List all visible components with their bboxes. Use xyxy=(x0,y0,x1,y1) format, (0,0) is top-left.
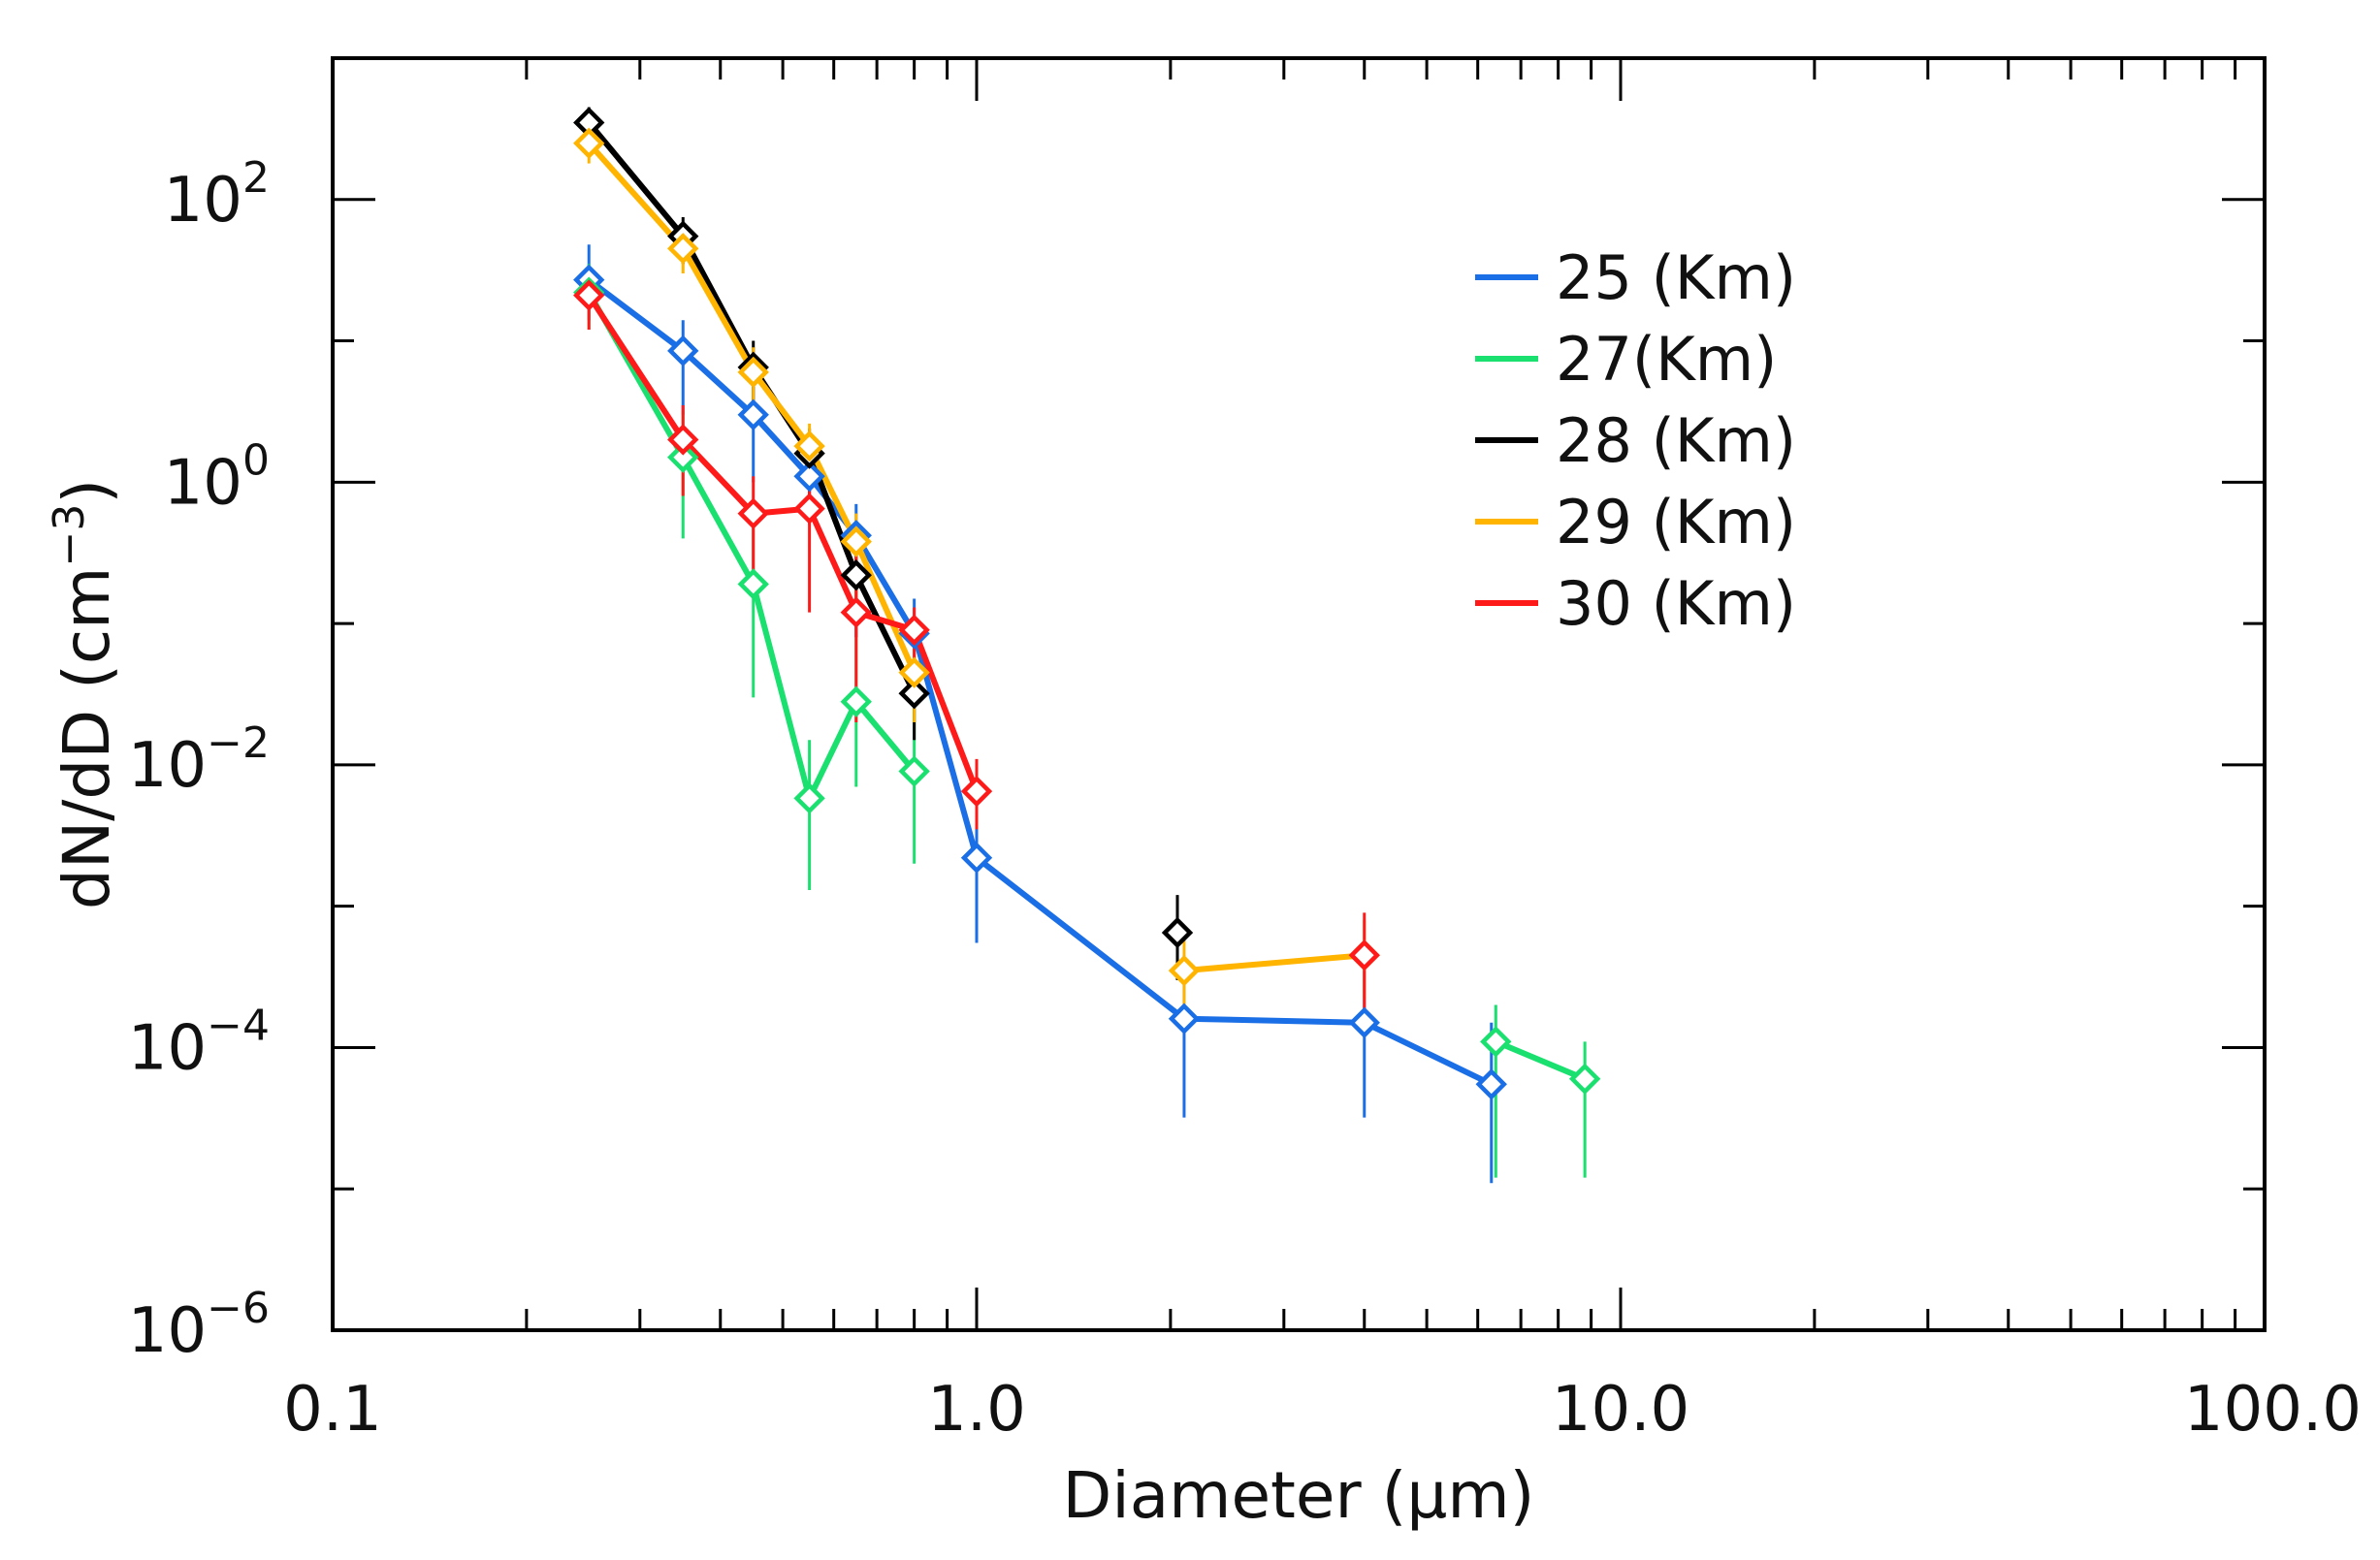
y-axis-label: dN/dD (cm−3) xyxy=(45,479,124,909)
series-25-km-marker xyxy=(960,842,993,874)
y-tick-label-exponent: −2 xyxy=(207,718,270,768)
series-27-km-marker xyxy=(840,685,872,717)
series-27-km-marker xyxy=(898,755,930,787)
y-tick-label-exponent: 0 xyxy=(242,435,270,485)
series-29-km-marker xyxy=(667,233,699,265)
series-markers xyxy=(573,107,1601,1100)
series-30-km-marker xyxy=(793,493,825,525)
series-28-km-marker xyxy=(898,678,930,710)
series-30-km-marker xyxy=(960,775,993,808)
series-25-km-marker xyxy=(737,398,769,430)
series-29-km-marker xyxy=(1168,954,1201,987)
series-29-km-marker xyxy=(898,656,930,688)
y-axis-label-close: ) xyxy=(49,479,124,504)
legend-label: 27(Km) xyxy=(1556,324,1777,395)
series-29-km-line xyxy=(586,141,917,674)
series-25-km-marker xyxy=(1348,1006,1380,1038)
series-lines xyxy=(586,120,1587,1087)
x-tick-label: 10.0 xyxy=(1552,1374,1690,1446)
legend-label: 28 (Km) xyxy=(1556,405,1796,476)
y-tick-label: 10−2 xyxy=(128,718,270,802)
y-tick-label-base: 10 xyxy=(128,1295,207,1367)
series-30-km-marker xyxy=(573,279,605,311)
legend-label: 25 (Km) xyxy=(1556,242,1796,313)
y-tick-label: 10−6 xyxy=(128,1284,270,1367)
series-27-km-marker xyxy=(793,782,825,814)
series-27-km-line xyxy=(1495,1038,1587,1082)
y-tick-label-base: 10 xyxy=(164,165,242,237)
x-tick-label: 0.1 xyxy=(283,1374,382,1446)
series-25-km-line xyxy=(587,277,1494,1087)
legend-label: 30 (Km) xyxy=(1556,568,1796,639)
series-28-km-marker xyxy=(840,559,872,591)
x-tick-label: 1.0 xyxy=(927,1374,1026,1446)
series-30-km-marker xyxy=(840,596,872,628)
series-30-km-marker xyxy=(1348,939,1380,971)
series-30-km-marker xyxy=(667,424,699,456)
x-axis-label: Diameter (μm) xyxy=(1063,1458,1535,1533)
y-tick-label: 10−4 xyxy=(128,1001,270,1084)
series-28-km-marker xyxy=(1161,916,1194,949)
series-30-km-line xyxy=(586,293,980,793)
series-25-km-marker xyxy=(793,461,825,493)
series-27-km-marker xyxy=(667,441,699,473)
plot-frame xyxy=(331,56,2267,1332)
y-tick-label-exponent: 2 xyxy=(242,153,270,203)
series-29-km-marker xyxy=(573,127,605,159)
y-tick-label-base: 10 xyxy=(164,447,242,519)
series-29-km-marker xyxy=(737,356,769,389)
series-25-km-marker xyxy=(1168,1003,1201,1035)
y-axis-label-sup: −3 xyxy=(45,504,94,567)
y-tick-label: 102 xyxy=(164,153,270,237)
legend-label: 29 (Km) xyxy=(1556,487,1796,557)
series-27-km-marker xyxy=(737,568,769,600)
axis-ticks xyxy=(331,56,2265,1332)
y-tick-label-base: 10 xyxy=(128,730,207,802)
series-27-km-line xyxy=(586,291,917,802)
x-tick-label: 100.0 xyxy=(2184,1374,2362,1446)
series-29-km-line xyxy=(1183,952,1366,974)
series-27-km-marker xyxy=(1568,1063,1601,1095)
series-25-km-marker xyxy=(667,334,699,367)
series-27-km-marker xyxy=(1480,1026,1512,1058)
y-tick-label-exponent: −4 xyxy=(207,1001,270,1050)
series-29-km-marker xyxy=(840,525,872,557)
y-tick-label: 100 xyxy=(164,435,270,519)
series-30-km-marker xyxy=(898,614,930,646)
series-25-km-marker xyxy=(1475,1068,1507,1100)
y-tick-label-base: 10 xyxy=(128,1012,207,1084)
series-30-km-marker xyxy=(737,497,769,529)
y-axis-label-main: dN/dD (cm xyxy=(49,567,124,910)
error-bars xyxy=(587,107,1587,1184)
series-29-km-marker xyxy=(793,430,825,462)
y-tick-label-exponent: −6 xyxy=(207,1284,270,1333)
legend: 25 (Km) 27(Km) 28 (Km) 29 (Km) 30 (Km) xyxy=(1475,242,1796,639)
